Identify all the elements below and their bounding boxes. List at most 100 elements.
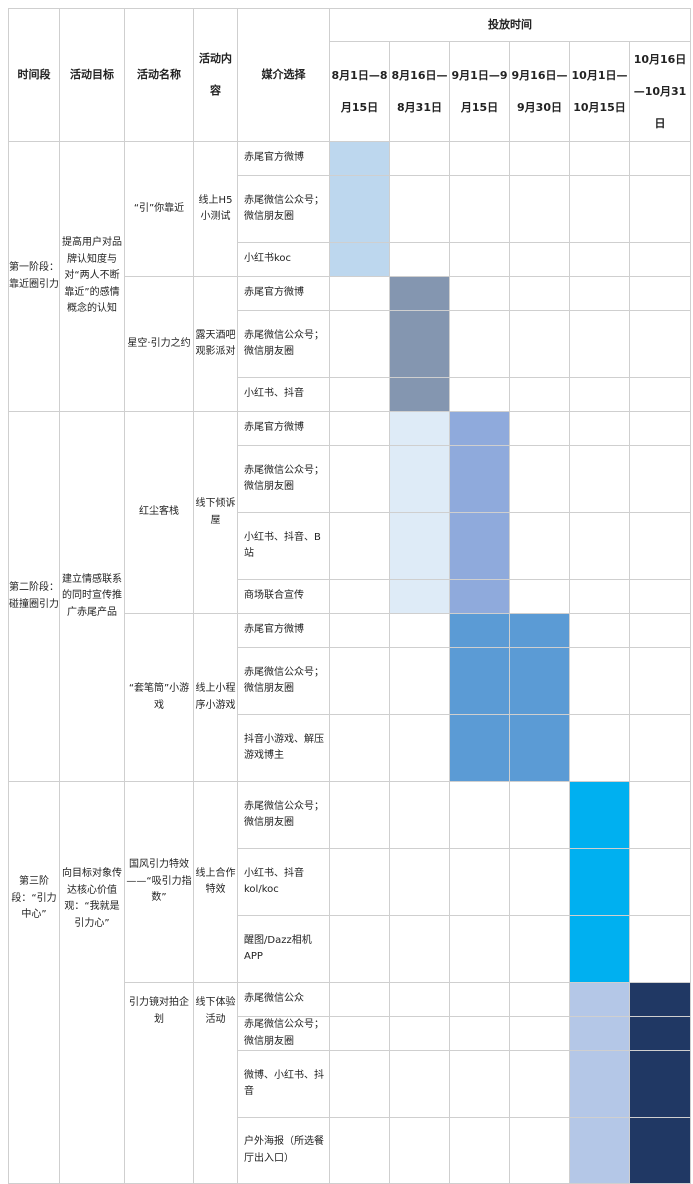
header-period-2: 8月16日—8月31日	[389, 41, 450, 142]
schedule-fill-cell	[569, 915, 630, 983]
schedule-cell	[629, 579, 691, 614]
header-period-6: 10月16日—10月31日	[629, 41, 691, 142]
schedule-cell	[389, 175, 450, 243]
activity-3-media-1: 赤尾官方微博	[237, 411, 330, 446]
activity-1-media-1: 赤尾官方微博	[237, 141, 330, 176]
header-goal: 活动目标	[59, 8, 125, 142]
schedule-cell	[629, 310, 691, 378]
schedule-fill-cell	[329, 141, 390, 176]
schedule-fill-cell	[389, 579, 450, 614]
schedule-cell	[569, 310, 630, 378]
header-schedule: 投放时间	[329, 8, 691, 42]
schedule-cell	[389, 613, 450, 648]
schedule-fill-cell	[569, 1016, 630, 1051]
schedule-cell	[629, 613, 691, 648]
schedule-cell	[629, 377, 691, 412]
schedule-cell	[329, 647, 390, 715]
schedule-cell	[449, 982, 510, 1017]
schedule-cell	[389, 848, 450, 916]
media-schedule-table: 时间段 活动目标 活动名称 活动内容 媒介选择 投放时间 8月1日—8月15日 …	[8, 8, 691, 1184]
activity-6-media-1-part: 赤尾微信公众	[237, 982, 330, 1017]
schedule-fill-cell	[449, 411, 510, 446]
schedule-fill-cell	[509, 647, 570, 715]
stage-2-goal: 建立情感联系的同时宣传推广赤尾产品	[59, 411, 125, 782]
activity-4-name: “套笔筒”小游戏	[124, 613, 194, 782]
header-media: 媒介选择	[237, 8, 330, 142]
schedule-cell	[629, 242, 691, 277]
schedule-fill-cell	[329, 175, 390, 243]
schedule-fill-cell	[509, 714, 570, 782]
schedule-cell	[329, 613, 390, 648]
activity-6-media-2: 微博、小红书、抖音	[237, 1050, 330, 1118]
schedule-fill-cell	[389, 445, 450, 513]
schedule-fill-cell	[509, 613, 570, 648]
activity-5-media-1: 赤尾微信公众号；微信朋友圈	[237, 781, 330, 849]
schedule-cell	[509, 1016, 570, 1051]
schedule-cell	[629, 141, 691, 176]
schedule-cell	[569, 377, 630, 412]
schedule-cell	[569, 512, 630, 580]
activity-3-media-2: 赤尾微信公众号；微信朋友圈	[237, 445, 330, 513]
schedule-cell	[569, 276, 630, 311]
schedule-cell	[569, 714, 630, 782]
activity-4-media-2: 赤尾微信公众号；微信朋友圈	[237, 647, 330, 715]
schedule-fill-cell	[629, 1050, 691, 1118]
activity-3-content: 线下倾诉屋	[193, 411, 238, 614]
schedule-fill-cell	[389, 310, 450, 378]
activity-1-media-3: 小红书koc	[237, 242, 330, 277]
schedule-cell	[569, 242, 630, 277]
schedule-cell	[389, 915, 450, 983]
activity-2-media-1: 赤尾官方微博	[237, 276, 330, 311]
schedule-cell	[569, 613, 630, 648]
schedule-cell	[449, 175, 510, 243]
schedule-cell	[509, 276, 570, 311]
schedule-cell	[629, 647, 691, 715]
schedule-fill-cell	[389, 512, 450, 580]
schedule-cell	[509, 175, 570, 243]
schedule-cell	[389, 647, 450, 715]
schedule-cell	[629, 175, 691, 243]
schedule-cell	[389, 242, 450, 277]
header-period-4: 9月16日—9月30日	[509, 41, 570, 142]
schedule-cell	[449, 915, 510, 983]
stage-1-name: 第一阶段：靠近圈引力	[8, 141, 60, 412]
schedule-cell	[329, 579, 390, 614]
stage-2-name: 第二阶段：碰撞圈引力	[8, 411, 60, 782]
activity-3-name: 红尘客栈	[124, 411, 194, 614]
schedule-cell	[449, 1050, 510, 1118]
activity-4-content: 线上小程序小游戏	[193, 613, 238, 782]
schedule-cell	[629, 445, 691, 513]
schedule-fill-cell	[569, 982, 630, 1017]
schedule-cell	[329, 445, 390, 513]
schedule-cell	[629, 848, 691, 916]
schedule-cell	[569, 647, 630, 715]
schedule-cell	[389, 781, 450, 849]
schedule-cell	[389, 1050, 450, 1118]
schedule-cell	[449, 1117, 510, 1184]
schedule-fill-cell	[449, 613, 510, 648]
schedule-cell	[509, 141, 570, 176]
schedule-cell	[449, 141, 510, 176]
schedule-cell	[329, 377, 390, 412]
schedule-fill-cell	[569, 1050, 630, 1118]
stage-3-goal: 向目标对象传达核心价值观：“我就是引力心”	[59, 781, 125, 1017]
stage-3-goal-continued	[59, 1016, 125, 1184]
schedule-cell	[449, 276, 510, 311]
activity-4-media-3: 抖音小游戏、解压游戏博主	[237, 714, 330, 782]
schedule-cell	[449, 377, 510, 412]
schedule-cell	[569, 141, 630, 176]
schedule-cell	[629, 781, 691, 849]
schedule-cell	[509, 411, 570, 446]
schedule-cell	[569, 445, 630, 513]
schedule-cell	[509, 579, 570, 614]
activity-2-media-3: 小红书、抖音	[237, 377, 330, 412]
activity-5-name: 国风引力特效——“吸引力指数”	[124, 781, 194, 983]
schedule-cell	[509, 848, 570, 916]
activity-6-content: 线下体验活动	[193, 982, 238, 1184]
schedule-cell	[329, 1050, 390, 1118]
schedule-cell	[329, 714, 390, 782]
schedule-cell	[389, 141, 450, 176]
activity-2-name: 星空·引力之约	[124, 276, 194, 412]
stage-3-name: 第三阶段：“引力中心”	[8, 781, 60, 1017]
schedule-cell	[509, 982, 570, 1017]
